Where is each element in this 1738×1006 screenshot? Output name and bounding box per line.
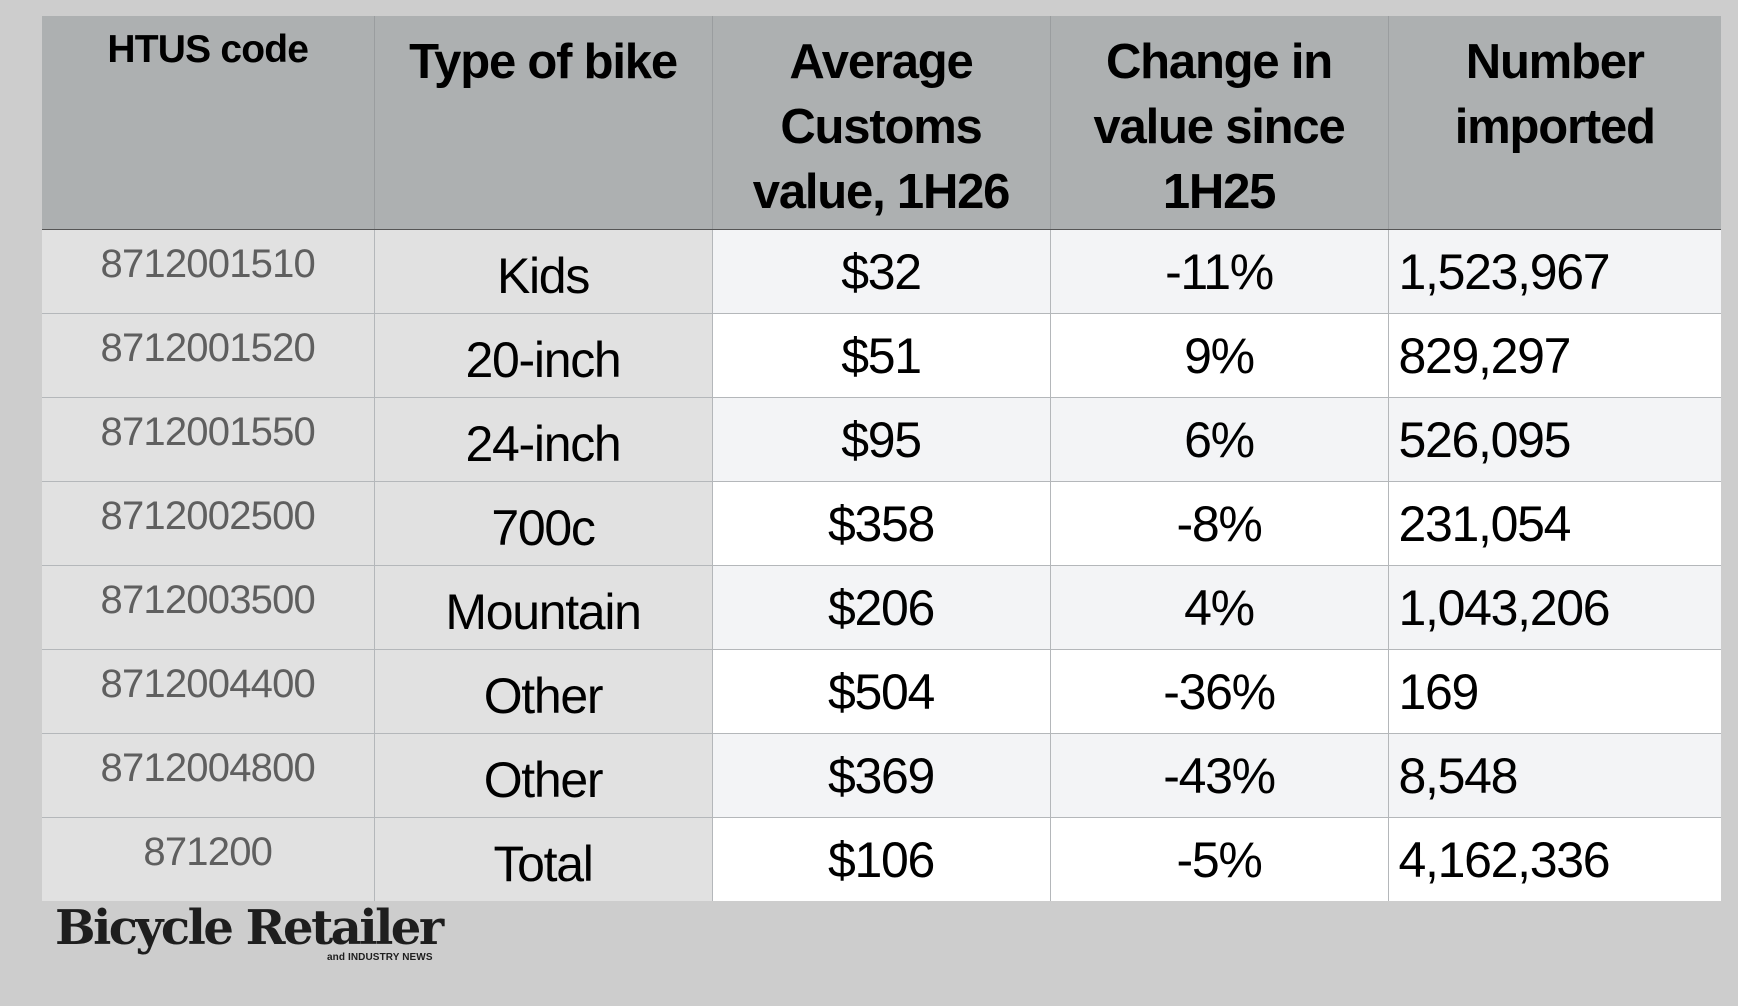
cell-htus-code: 8712004800 <box>42 733 375 818</box>
table-body: 8712001510 Kids $32 -11% 1,523,967 8712001520… <box>42 229 1721 901</box>
cell-htus-code: 8712001520 <box>42 313 375 398</box>
cell-htus-code: 8712004400 <box>42 649 375 734</box>
table-row: 8712004400 Other $504 -36% 169 <box>42 649 1721 734</box>
header-change-in-value: Change in value since 1H25 <box>1050 16 1389 230</box>
cell-number-imported: 1,043,206 <box>1388 565 1721 650</box>
cell-number-imported: 1,523,967 <box>1388 229 1721 314</box>
cell-change: 4% <box>1050 565 1389 650</box>
cell-number-imported: 829,297 <box>1388 313 1721 398</box>
cell-bike-type: Other <box>374 649 713 734</box>
cell-change: -43% <box>1050 733 1389 818</box>
cell-htus-code: 8712001510 <box>42 229 375 314</box>
header-htus-code: HTUS code <box>42 16 375 230</box>
cell-htus-code: 8712002500 <box>42 481 375 566</box>
cell-avg-value: $95 <box>712 397 1051 482</box>
cell-avg-value: $358 <box>712 481 1051 566</box>
bike-import-table: HTUS code Type of bike Average Customs val… <box>42 16 1721 901</box>
header-line: value since <box>1093 100 1345 154</box>
cell-number-imported: 526,095 <box>1388 397 1721 482</box>
cell-number-imported: 169 <box>1388 649 1721 734</box>
cell-avg-value: $51 <box>712 313 1051 398</box>
cell-avg-value: $206 <box>712 565 1051 650</box>
table-row: 8712001510 Kids $32 -11% 1,523,967 <box>42 229 1721 314</box>
header-average-customs-value: Average Customs value, 1H26 <box>712 16 1051 230</box>
header-line: Customs <box>780 100 982 154</box>
table-row: 8712001550 24-inch $95 6% 526,095 <box>42 397 1721 482</box>
table-row: 871200 Total $106 -5% 4,162,336 <box>42 817 1721 901</box>
table-row: 8712003500 Mountain $206 4% 1,043,206 <box>42 565 1721 650</box>
header-number-imported: Number imported <box>1388 16 1721 230</box>
header-line: value, 1H26 <box>752 165 1011 219</box>
logo-tagline: and INDUSTRY NEWS <box>327 952 433 963</box>
header-line: 1H25 <box>1162 165 1277 219</box>
table-row: 8712004800 Other $369 -43% 8,548 <box>42 733 1721 818</box>
cell-avg-value: $32 <box>712 229 1051 314</box>
header-line: imported <box>1454 100 1656 154</box>
cell-bike-type: Total <box>374 817 713 901</box>
cell-avg-value: $369 <box>712 733 1051 818</box>
cell-change: 9% <box>1050 313 1389 398</box>
cell-change: -8% <box>1050 481 1389 566</box>
cell-change: -36% <box>1050 649 1389 734</box>
cell-number-imported: 231,054 <box>1388 481 1721 566</box>
cell-change: 6% <box>1050 397 1389 482</box>
cell-bike-type: Mountain <box>374 565 713 650</box>
header-line: Average <box>789 35 973 89</box>
cell-bike-type: 700c <box>374 481 713 566</box>
header-type-of-bike: Type of bike <box>374 16 713 230</box>
cell-htus-code: 871200 <box>42 817 375 901</box>
table-row: 8712001520 20-inch $51 9% 829,297 <box>42 313 1721 398</box>
logo-wordmark: Bicycle Retailer <box>55 900 444 956</box>
cell-bike-type: Kids <box>374 229 713 314</box>
cell-bike-type: 20-inch <box>374 313 713 398</box>
cell-bike-type: 24-inch <box>374 397 713 482</box>
cell-htus-code: 8712003500 <box>42 565 375 650</box>
cell-avg-value: $106 <box>712 817 1051 901</box>
cell-number-imported: 8,548 <box>1388 733 1721 818</box>
header-line: Number <box>1465 35 1645 89</box>
cell-change: -11% <box>1050 229 1389 314</box>
cell-bike-type: Other <box>374 733 713 818</box>
cell-change: -5% <box>1050 817 1389 901</box>
cell-number-imported: 4,162,336 <box>1388 817 1721 901</box>
cell-avg-value: $504 <box>712 649 1051 734</box>
header-line: Change in <box>1105 35 1333 89</box>
table-row: 8712002500 700c $358 -8% 231,054 <box>42 481 1721 566</box>
header-row: HTUS code Type of bike Average Customs val… <box>42 16 1721 230</box>
cell-htus-code: 8712001550 <box>42 397 375 482</box>
bicycle-retailer-logo: Bicycle Retailer and INDUSTRY NEWS <box>55 900 455 970</box>
